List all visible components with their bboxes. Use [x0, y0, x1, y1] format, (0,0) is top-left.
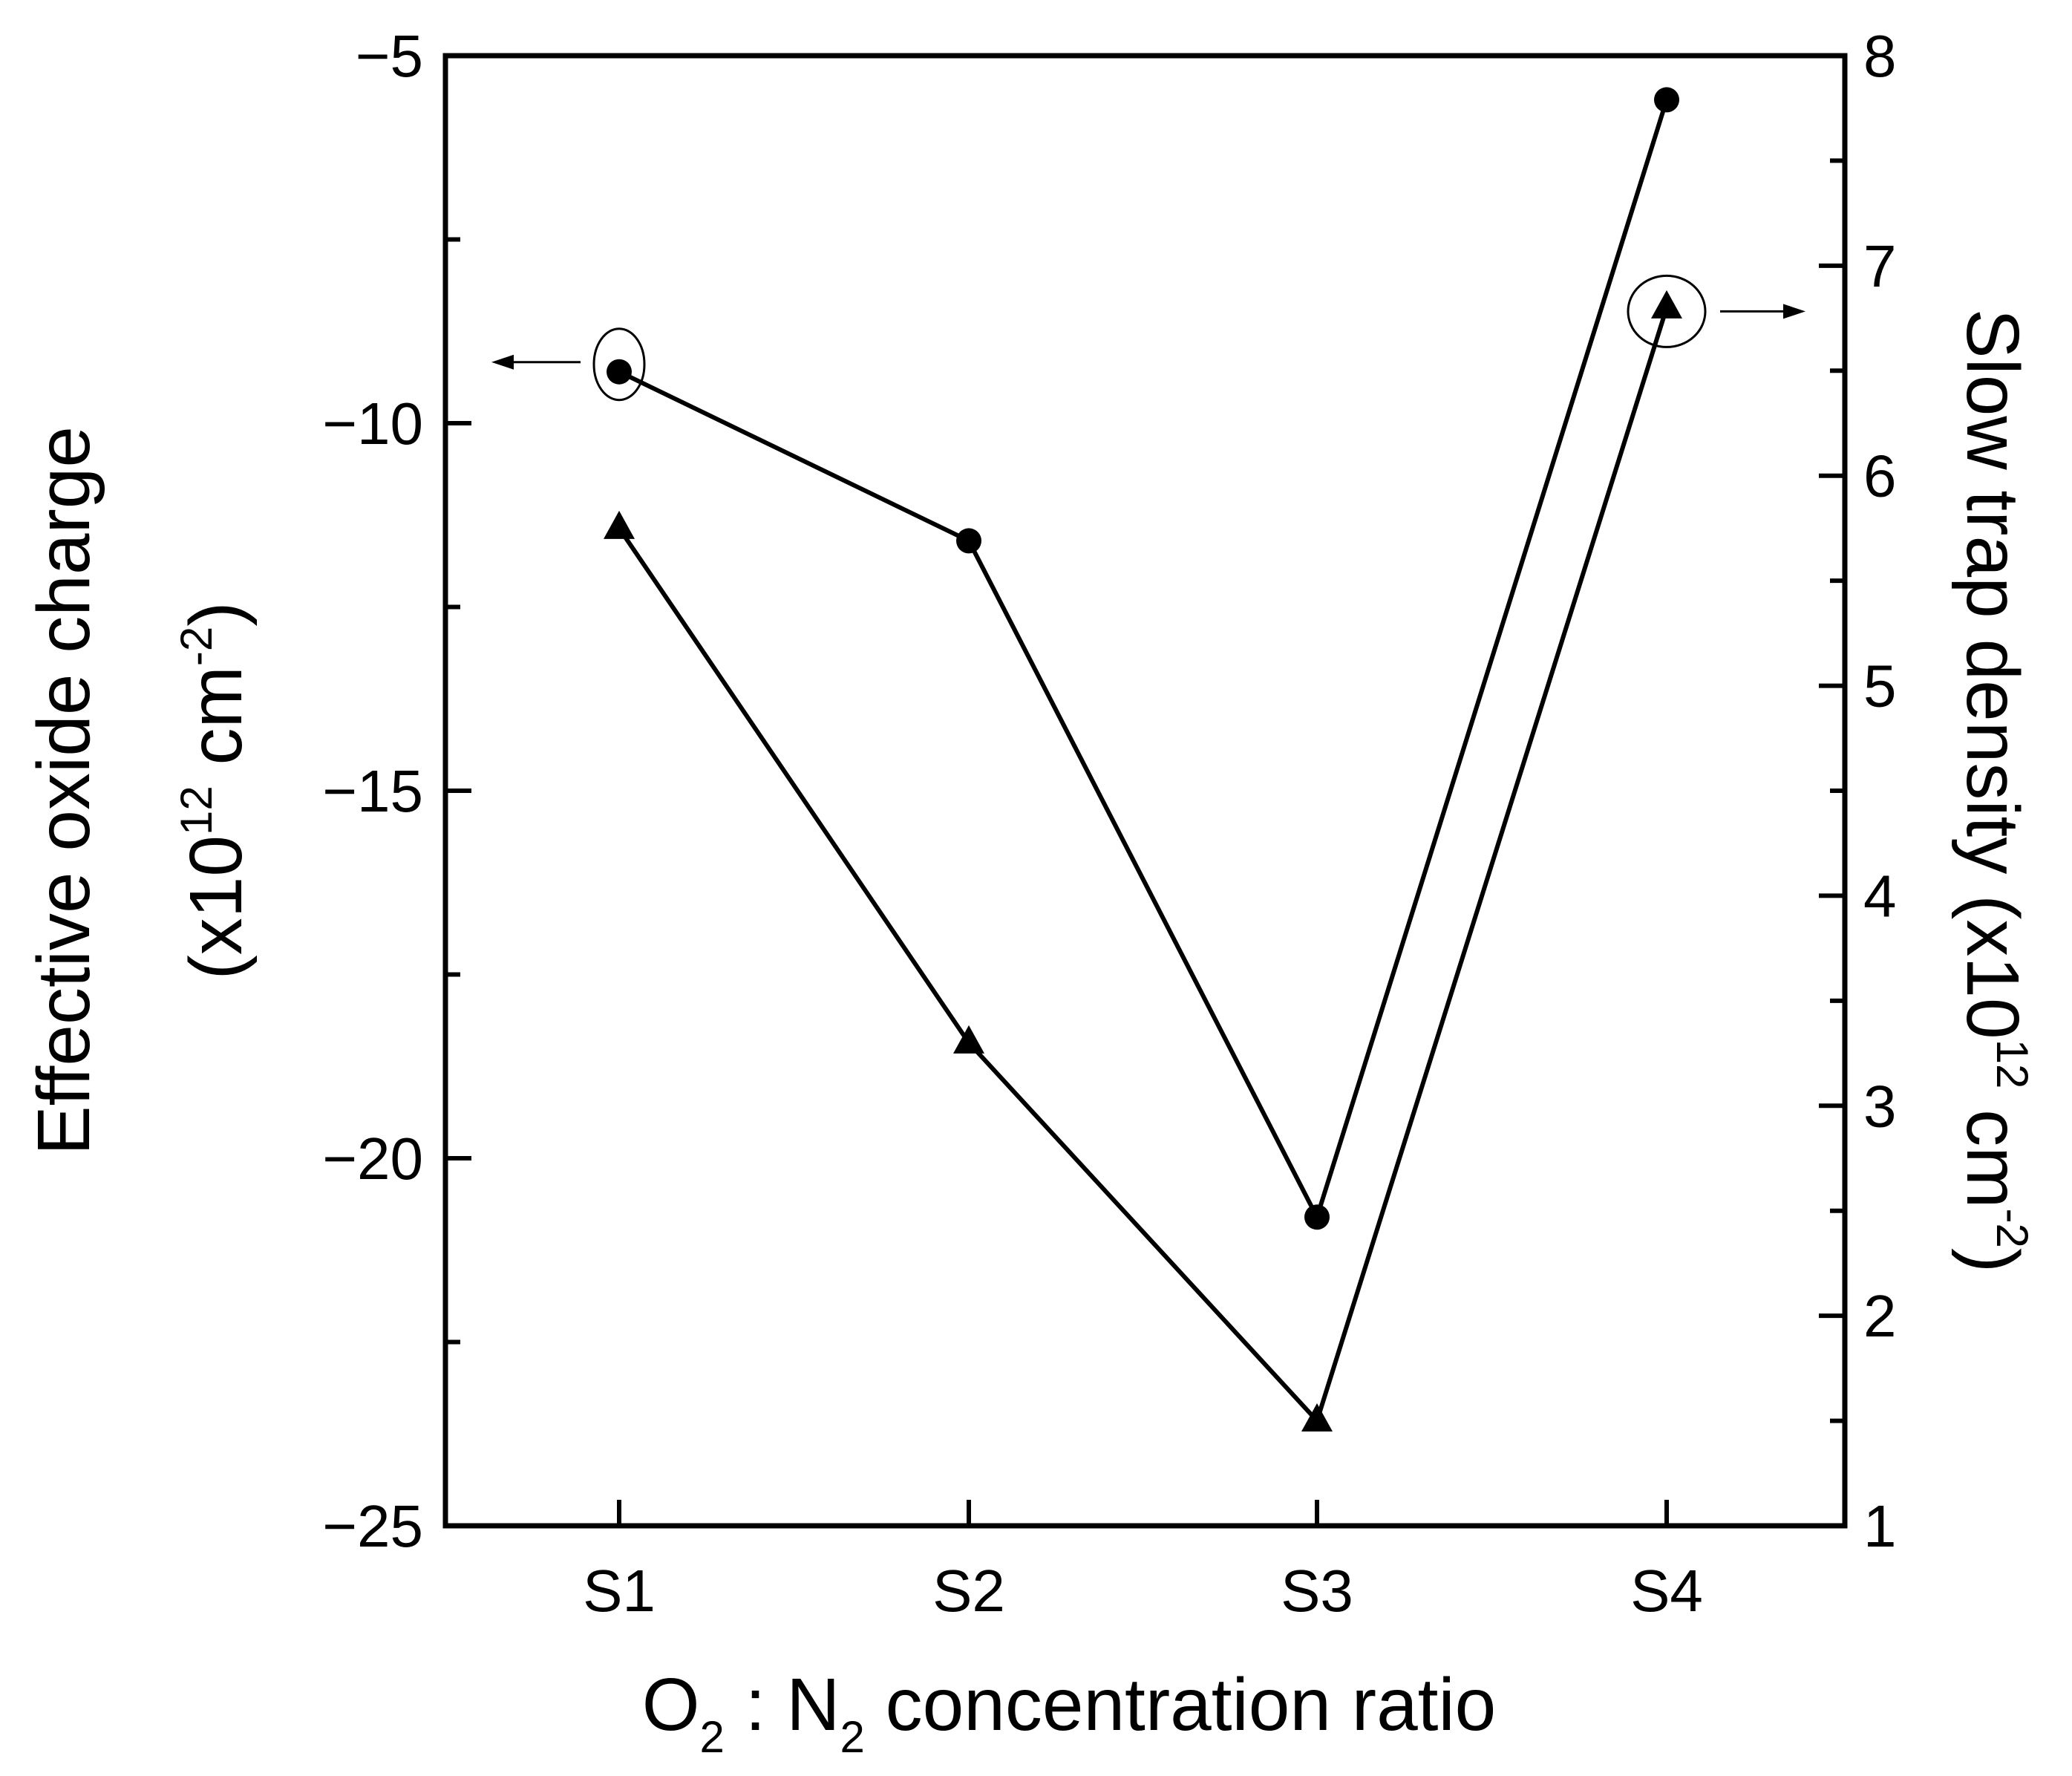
axis-annotations [491, 274, 1805, 402]
right-tick-label: 5 [1863, 653, 1897, 719]
x-axis-title: O2 : N2 concentration ratio [642, 1663, 1497, 1762]
oxide-charge-point [1654, 87, 1679, 113]
right-tick-label: 3 [1863, 1073, 1897, 1139]
left-tick-label: −10 [322, 391, 423, 457]
right-tick-label: 6 [1863, 443, 1897, 509]
right-tick-label: 8 [1863, 23, 1897, 89]
left-tick-label: −20 [322, 1126, 423, 1192]
x-tick-label: S1 [583, 1558, 656, 1624]
x-tick-label: S3 [1281, 1558, 1353, 1624]
oxide-charge-point [956, 528, 981, 554]
oxide-charge-point [607, 359, 632, 385]
left-series-marker-circle [592, 327, 646, 402]
slow-trap-line [617, 307, 1669, 1426]
slow-trap-point [1651, 290, 1682, 319]
left-tick-label: −25 [322, 1493, 423, 1559]
oxide-charge-line [618, 99, 1669, 1224]
right-tick-label: 7 [1863, 233, 1897, 299]
slow-trap-point [604, 510, 635, 539]
x-axis-ticks: S1 S2 S3 S4 [583, 1500, 1703, 1624]
left-axis-title-units: (x1012 cm-2) [171, 601, 258, 979]
x-tick-label: S4 [1630, 1558, 1703, 1624]
left-axis-title: Effective oxide charge [22, 426, 105, 1155]
right-axis-ticks: 1 2 3 4 5 6 7 8 [1819, 23, 1897, 1559]
right-tick-label: 2 [1863, 1283, 1897, 1349]
right-arrow-head [1783, 304, 1805, 319]
left-tick-label: −5 [356, 23, 423, 89]
series-layer [604, 87, 1682, 1432]
left-axis-ticks: −25 −20 −15 −10 −5 [322, 23, 471, 1559]
x-tick-label: S2 [932, 1558, 1005, 1624]
slow-trap-point [1301, 1403, 1333, 1432]
plot-frame [442, 53, 1848, 1529]
slow-trap-point [953, 1025, 984, 1054]
oxide-charge-point [1304, 1204, 1330, 1230]
left-tick-label: −15 [322, 758, 423, 824]
right-axis-title: Slow trap density (x1012 cm-2) [1951, 309, 2037, 1273]
right-series-marker-circle [1627, 274, 1707, 348]
left-arrow-head [491, 354, 514, 370]
right-tick-label: 1 [1863, 1493, 1897, 1559]
right-tick-label: 4 [1863, 863, 1897, 929]
